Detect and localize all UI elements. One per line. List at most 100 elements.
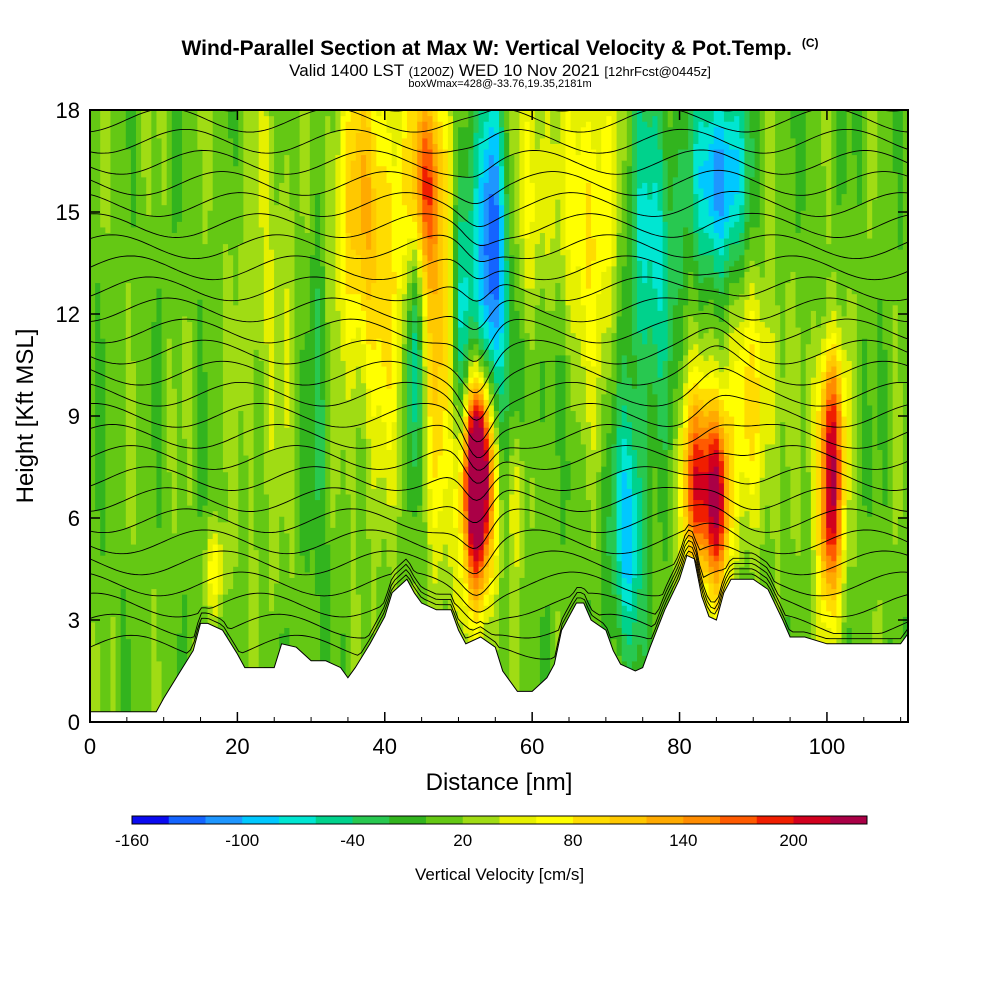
- velocity-cell: [396, 288, 403, 384]
- velocity-cell: [693, 521, 699, 534]
- velocity-cell: [688, 527, 694, 539]
- velocity-cell: [851, 566, 858, 690]
- velocity-cell: [483, 360, 490, 367]
- velocity-cell: [688, 315, 694, 350]
- velocity-cell: [488, 616, 495, 645]
- velocity-cell: [499, 365, 505, 395]
- velocity-cell: [493, 427, 500, 445]
- velocity-cell: [539, 232, 546, 289]
- velocity-cell: [478, 338, 485, 350]
- velocity-cell: [688, 454, 694, 512]
- colorbar-swatch: [315, 816, 353, 824]
- velocity-cell: [268, 110, 275, 117]
- velocity-cell: [882, 349, 889, 506]
- velocity-cell: [672, 438, 679, 722]
- velocity-cell: [626, 644, 633, 679]
- theta-contour: [90, 110, 908, 133]
- velocity-cell: [253, 549, 260, 722]
- velocity-cell: [468, 315, 475, 339]
- velocity-cell: [754, 332, 761, 378]
- colorbar-tick-label: 140: [669, 831, 697, 850]
- colorbar-tick-label: 200: [779, 831, 807, 850]
- velocity-cell: [136, 110, 142, 722]
- velocity-cell: [499, 126, 505, 167]
- velocity-cell: [463, 393, 469, 406]
- velocity-cell: [723, 237, 730, 261]
- velocity-cell: [499, 204, 505, 334]
- velocity-cell: [642, 121, 648, 183]
- velocity-cell: [657, 148, 664, 211]
- velocity-cell: [366, 388, 372, 439]
- velocity-cell: [432, 293, 439, 406]
- velocity-cell: [468, 388, 475, 400]
- velocity-cell: [146, 215, 152, 722]
- velocity-cell: [468, 382, 475, 389]
- velocity-cell: [493, 132, 500, 167]
- velocity-cell: [836, 594, 843, 617]
- velocity-cell: [836, 538, 843, 556]
- velocity-cell: [478, 588, 485, 601]
- velocity-cell: [504, 349, 510, 412]
- velocity-cell: [698, 410, 705, 428]
- velocity-cell: [718, 276, 725, 295]
- velocity-cell: [458, 326, 464, 361]
- velocity-cell: [683, 148, 689, 228]
- velocity-cell: [821, 165, 827, 317]
- velocity-cell: [703, 560, 710, 573]
- velocity-cell: [892, 304, 899, 545]
- velocity-cell: [504, 132, 510, 195]
- velocity-cell: [821, 560, 827, 578]
- velocity-cell: [468, 404, 475, 412]
- velocity-cell: [422, 137, 429, 167]
- velocity-cell: [412, 466, 418, 517]
- velocity-cell: [340, 449, 347, 634]
- velocity-cell: [861, 110, 868, 339]
- velocity-cell: [826, 243, 832, 278]
- velocity-cell: [698, 121, 705, 167]
- velocity-cell: [550, 310, 556, 722]
- velocity-cell: [519, 110, 526, 239]
- velocity-cell: [212, 543, 219, 595]
- velocity-cell: [749, 282, 756, 311]
- velocity-cell: [703, 377, 710, 389]
- velocity-cell: [309, 549, 316, 684]
- velocity-cell: [478, 304, 485, 328]
- velocity-cell: [468, 110, 475, 150]
- velocity-cell: [468, 532, 475, 545]
- velocity-cell: [703, 232, 710, 256]
- velocity-cell: [192, 110, 198, 640]
- velocity-cell: [432, 165, 439, 245]
- velocity-cell: [478, 377, 485, 384]
- velocity-cell: [309, 110, 316, 256]
- velocity-cell: [545, 110, 551, 256]
- velocity-cell: [723, 121, 730, 144]
- velocity-cell: [861, 505, 868, 722]
- velocity-cell: [483, 438, 490, 450]
- velocity-cell: [693, 365, 699, 384]
- velocity-cell: [371, 349, 377, 417]
- velocity-cell: [662, 221, 669, 361]
- x-tick-label: 20: [225, 734, 249, 759]
- velocity-cell: [785, 282, 792, 467]
- velocity-cell: [202, 371, 209, 506]
- velocity-cell: [422, 293, 429, 317]
- velocity-cell: [810, 377, 817, 551]
- velocity-cell: [718, 482, 725, 512]
- velocity-cell: [790, 538, 797, 656]
- velocity-cell: [130, 543, 137, 722]
- velocity-cell: [412, 199, 418, 222]
- velocity-cell: [345, 110, 352, 122]
- velocity-cell: [468, 338, 475, 350]
- velocity-cell: [279, 110, 285, 183]
- velocity-cell: [509, 110, 515, 156]
- velocity-cell: [228, 588, 234, 673]
- velocity-cell: [412, 221, 418, 239]
- velocity-cell: [95, 644, 101, 722]
- velocity-cell: [509, 532, 515, 722]
- velocity-cell: [478, 627, 485, 645]
- velocity-cell: [320, 399, 326, 489]
- velocity-cell: [580, 443, 587, 722]
- velocity-cell: [810, 110, 817, 311]
- velocity-cell: [826, 610, 832, 629]
- velocity-cell: [529, 182, 536, 222]
